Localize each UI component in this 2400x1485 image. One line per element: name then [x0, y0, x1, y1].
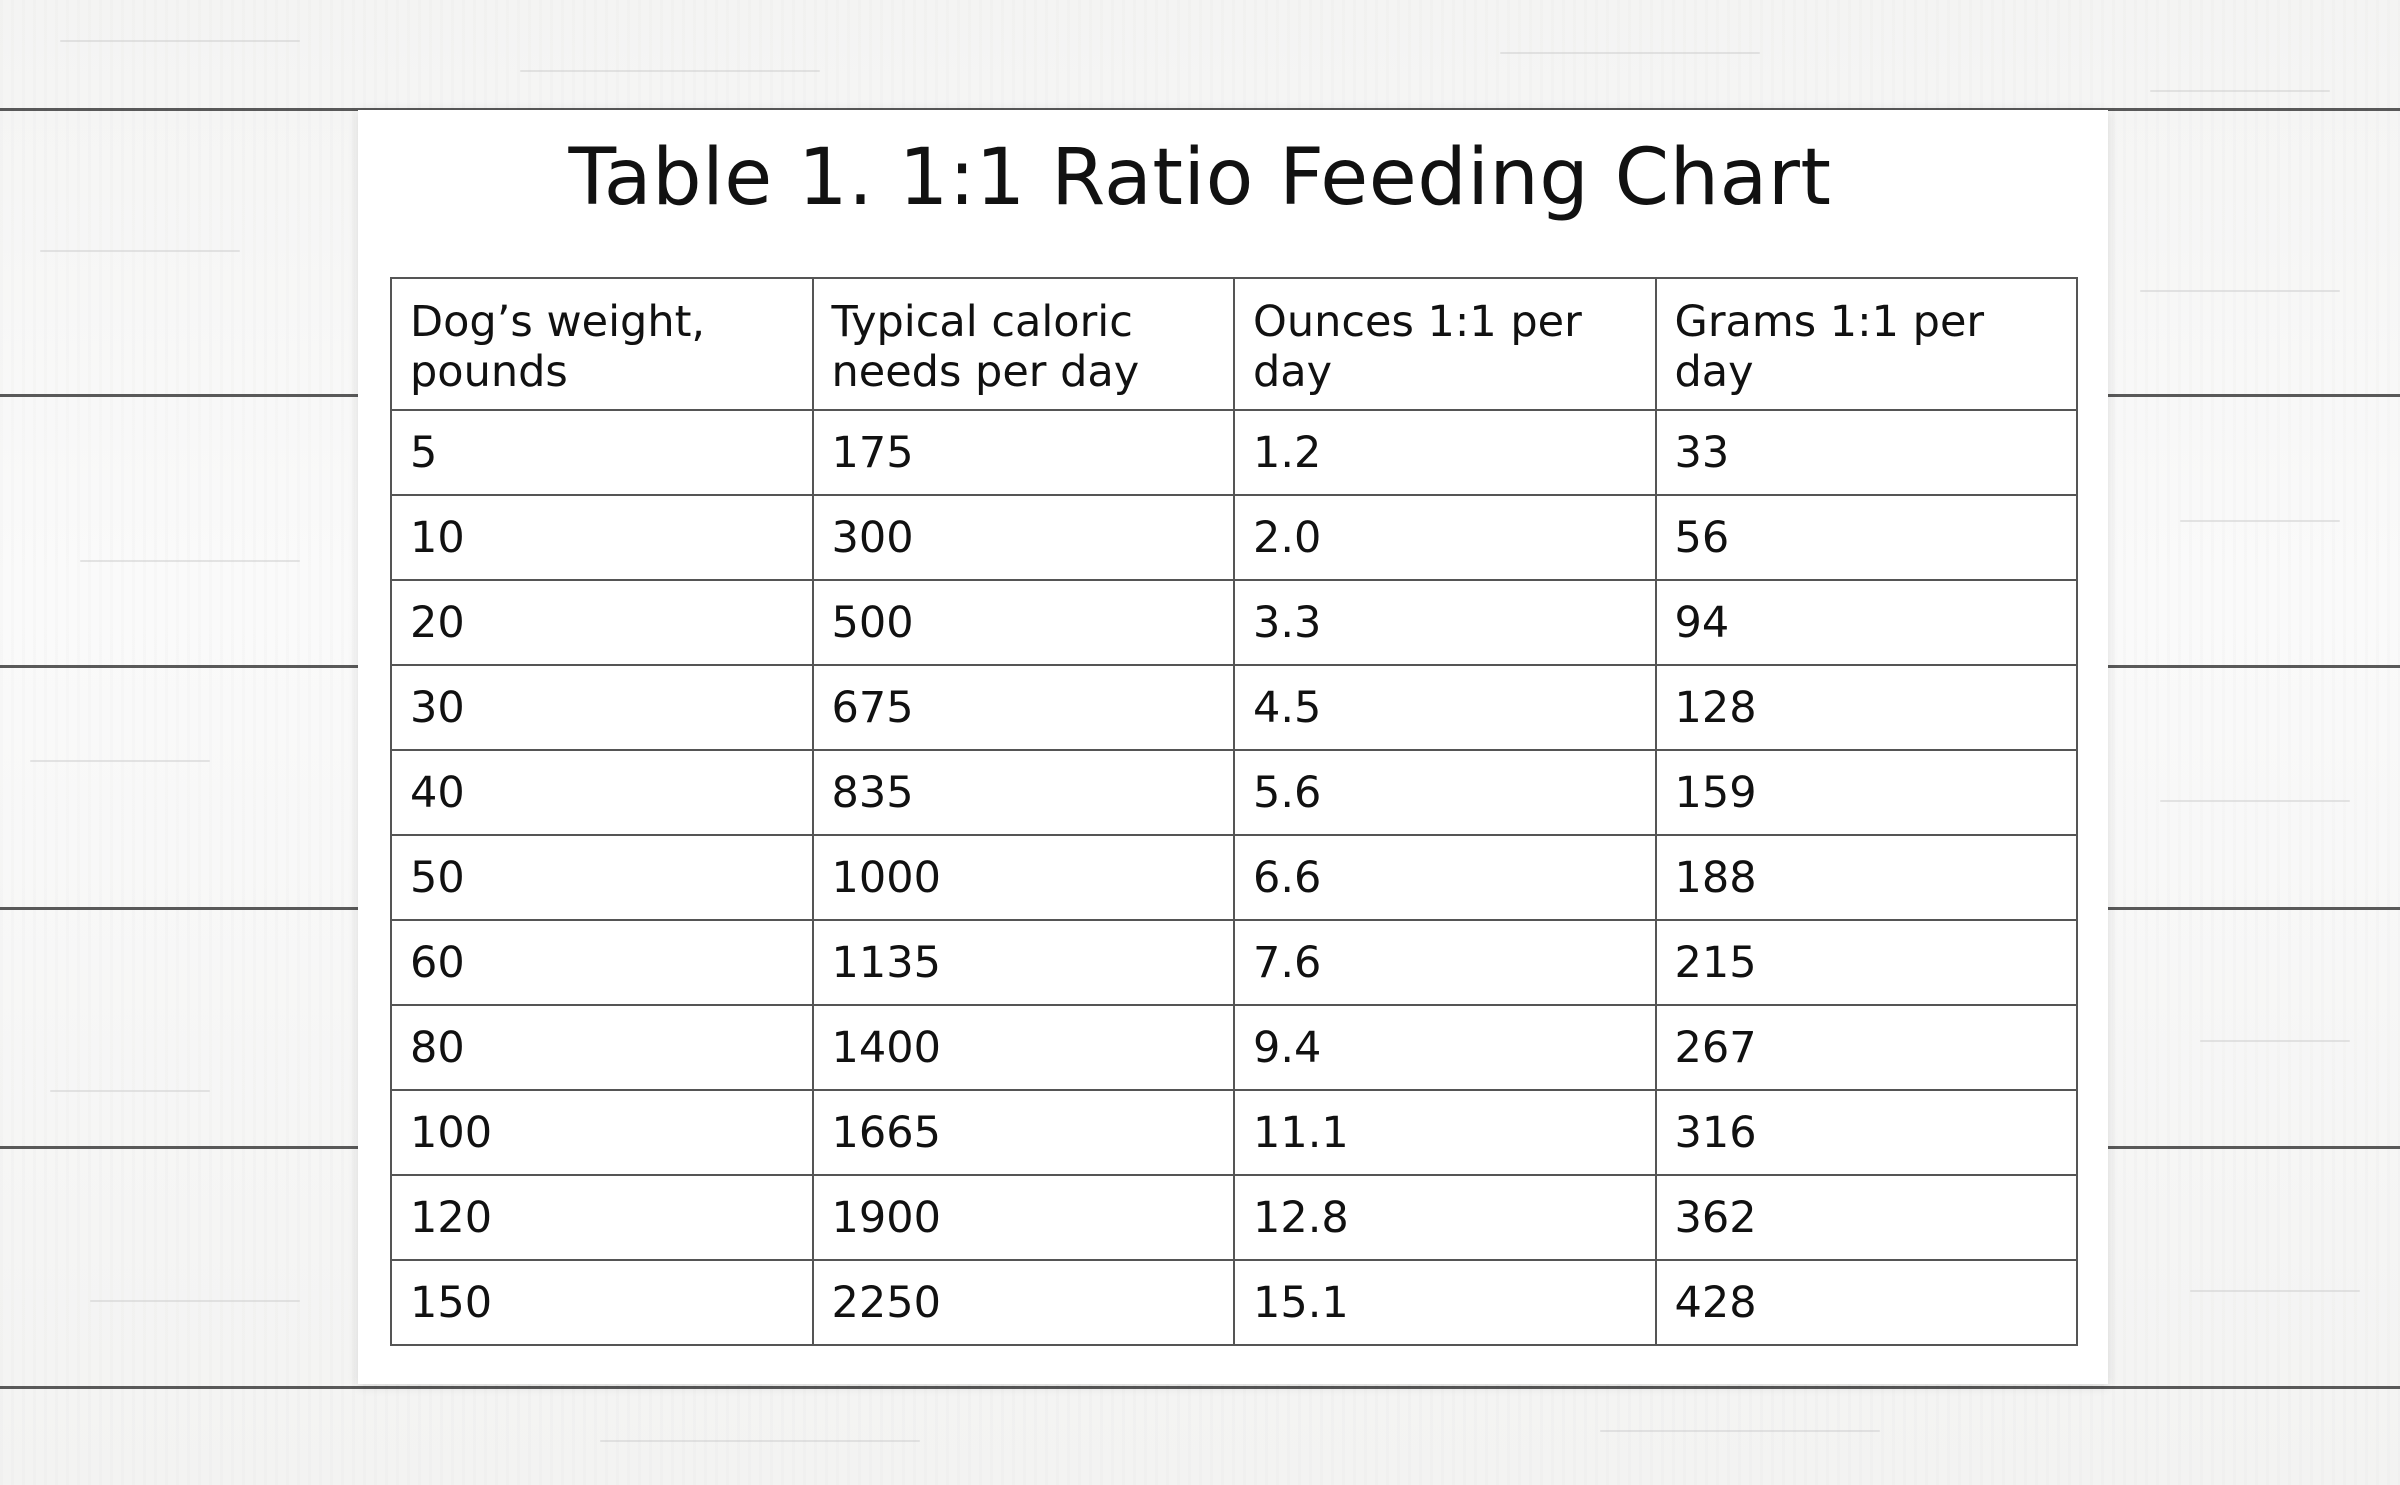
cell-grams: 128 [1654, 664, 2078, 751]
wood-grain [2180, 520, 2340, 522]
cell-calories: 2250 [811, 1259, 1235, 1346]
cell-ounces: 3.3 [1233, 579, 1657, 666]
wood-grain [30, 760, 210, 762]
table-row: 40 835 5.6 159 [390, 749, 2078, 836]
cell-grams: 215 [1654, 919, 2078, 1006]
cell-calories: 675 [811, 664, 1235, 751]
cell-weight: 80 [390, 1004, 814, 1091]
cell-ounces: 1.2 [1233, 409, 1657, 496]
column-header-weight: Dog’s weight, pounds [390, 277, 814, 411]
table-body: 5 175 1.2 33 10 300 2.0 56 20 500 3.3 94… [390, 409, 2078, 1346]
table-row: 5 175 1.2 33 [390, 409, 2078, 496]
wood-grain [1600, 1430, 1880, 1432]
wood-grain [2200, 1040, 2350, 1042]
wood-grain [1500, 52, 1760, 54]
cell-calories: 835 [811, 749, 1235, 836]
table-row: 10 300 2.0 56 [390, 494, 2078, 581]
cell-weight: 50 [390, 834, 814, 921]
wood-grain [80, 560, 300, 562]
cell-ounces: 6.6 [1233, 834, 1657, 921]
cell-ounces: 7.6 [1233, 919, 1657, 1006]
cell-weight: 60 [390, 919, 814, 1006]
cell-grams: 56 [1654, 494, 2078, 581]
cell-ounces: 9.4 [1233, 1004, 1657, 1091]
table-row: 100 1665 11.1 316 [390, 1089, 2078, 1176]
wood-grain [50, 1090, 210, 1092]
cell-grams: 188 [1654, 834, 2078, 921]
cell-weight: 30 [390, 664, 814, 751]
cell-calories: 1900 [811, 1174, 1235, 1261]
wood-grain [600, 1440, 920, 1442]
cell-ounces: 15.1 [1233, 1259, 1657, 1346]
cell-calories: 175 [811, 409, 1235, 496]
chart-title: Table 1. 1:1 Ratio Feeding Chart [568, 133, 1832, 223]
cell-calories: 1400 [811, 1004, 1235, 1091]
cell-ounces: 5.6 [1233, 749, 1657, 836]
table-row: 150 2250 15.1 428 [390, 1259, 2078, 1346]
cell-calories: 500 [811, 579, 1235, 666]
cell-ounces: 2.0 [1233, 494, 1657, 581]
table-row: 60 1135 7.6 215 [390, 919, 2078, 1006]
cell-grams: 316 [1654, 1089, 2078, 1176]
cell-weight: 5 [390, 409, 814, 496]
header-row: Dog’s weight, pounds Typical caloric nee… [390, 277, 2078, 411]
cell-ounces: 4.5 [1233, 664, 1657, 751]
wood-grain [40, 250, 240, 252]
table-row: 20 500 3.3 94 [390, 579, 2078, 666]
cell-grams: 33 [1654, 409, 2078, 496]
cell-weight: 20 [390, 579, 814, 666]
column-header-grams: Grams 1:1 per day [1654, 277, 2078, 411]
cell-grams: 94 [1654, 579, 2078, 666]
cell-ounces: 12.8 [1233, 1174, 1657, 1261]
table-header: Dog’s weight, pounds Typical caloric nee… [390, 277, 2078, 411]
cell-calories: 300 [811, 494, 1235, 581]
wood-grain [90, 1300, 300, 1302]
cell-weight: 10 [390, 494, 814, 581]
feeding-table: Dog’s weight, pounds Typical caloric nee… [390, 277, 2078, 1346]
cell-grams: 159 [1654, 749, 2078, 836]
cell-weight: 120 [390, 1174, 814, 1261]
column-header-calories: Typical caloric needs per day [811, 277, 1235, 411]
wood-grain [2140, 290, 2340, 292]
cell-calories: 1000 [811, 834, 1235, 921]
wood-grain [60, 40, 300, 42]
cell-grams: 428 [1654, 1259, 2078, 1346]
cell-calories: 1135 [811, 919, 1235, 1006]
table-row: 120 1900 12.8 362 [390, 1174, 2078, 1261]
cell-grams: 362 [1654, 1174, 2078, 1261]
plank-seam [0, 1386, 2400, 1389]
cell-weight: 40 [390, 749, 814, 836]
cell-calories: 1665 [811, 1089, 1235, 1176]
table-row: 30 675 4.5 128 [390, 664, 2078, 751]
wood-grain [2150, 90, 2330, 92]
cell-weight: 100 [390, 1089, 814, 1176]
cell-grams: 267 [1654, 1004, 2078, 1091]
cell-ounces: 11.1 [1233, 1089, 1657, 1176]
plank-seam [0, 108, 2400, 111]
column-header-ounces: Ounces 1:1 per day [1233, 277, 1657, 411]
wood-grain [2160, 800, 2350, 802]
cell-weight: 150 [390, 1259, 814, 1346]
table-row: 50 1000 6.6 188 [390, 834, 2078, 921]
wood-grain [520, 70, 820, 72]
wood-grain [2190, 1290, 2360, 1292]
table-row: 80 1400 9.4 267 [390, 1004, 2078, 1091]
